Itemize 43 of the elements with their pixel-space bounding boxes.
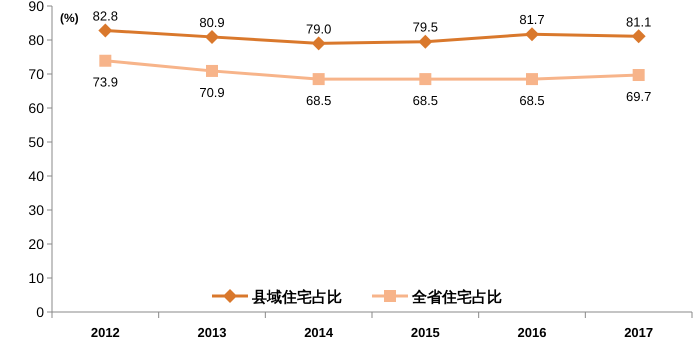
- data-label: 69.7: [626, 89, 652, 104]
- y-tick-label: 90: [28, 0, 44, 14]
- data-label: 79.5: [412, 20, 438, 35]
- point: [632, 29, 646, 44]
- point: [526, 73, 538, 86]
- point: [98, 23, 112, 38]
- data-label: 81.1: [626, 14, 652, 30]
- point: [312, 36, 326, 50]
- data-label: 80.9: [199, 14, 225, 30]
- y-axis-title: (%): [60, 11, 79, 25]
- x-tick-label: 2016: [518, 325, 546, 340]
- point: [632, 69, 645, 82]
- y-tick-label: 30: [28, 202, 44, 218]
- data-label: 70.9: [199, 84, 225, 100]
- x-tick-label: 2015: [410, 325, 440, 340]
- y-tick-label: 80: [28, 32, 44, 48]
- x-tick-label: 2012: [90, 325, 120, 340]
- y-tick-label: 0: [36, 304, 44, 320]
- point: [418, 34, 432, 49]
- point: [99, 54, 112, 67]
- data-label: 68.5: [519, 93, 545, 108]
- data-label: 73.9: [92, 74, 118, 90]
- data-label: 79.0: [306, 21, 332, 36]
- y-tick-label: 60: [28, 100, 44, 116]
- y-tick-label: 40: [28, 168, 44, 184]
- y-tick-label: 10: [28, 270, 44, 286]
- point: [206, 64, 218, 77]
- point: [312, 73, 325, 86]
- y-tick-label: 70: [28, 66, 44, 82]
- legend-label: 全省住宅占比: [411, 288, 502, 306]
- point: [205, 30, 219, 44]
- x-tick-label: 2014: [304, 325, 334, 340]
- data-label: 81.7: [519, 12, 545, 28]
- legend-label: 县域住宅占比: [251, 288, 342, 306]
- point: [419, 73, 432, 86]
- data-label: 68.5: [412, 93, 438, 108]
- data-label: 68.5: [306, 93, 332, 108]
- data-label: 82.8: [92, 8, 118, 24]
- y-tick-label: 20: [28, 236, 44, 252]
- y-tick-label: 50: [28, 134, 44, 150]
- x-tick-label: 2017: [624, 325, 654, 340]
- x-tick-label: 2013: [198, 325, 226, 340]
- point: [525, 27, 539, 42]
